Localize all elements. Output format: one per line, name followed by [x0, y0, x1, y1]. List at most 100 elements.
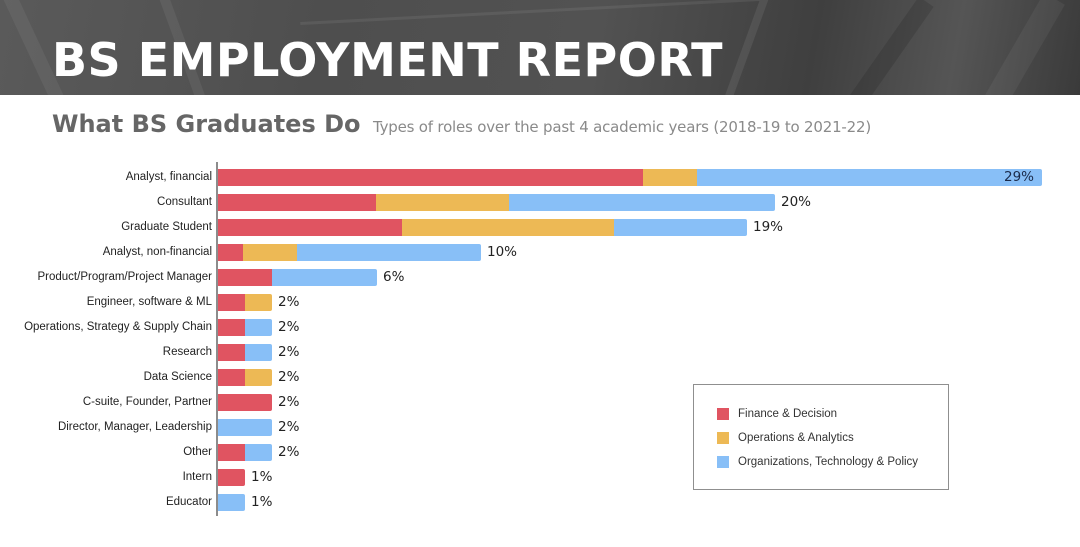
- legend-label: Operations & Analytics: [738, 432, 854, 444]
- legend-item-operations-analytics: Operations & Analytics: [717, 431, 854, 445]
- legend-label: Organizations, Technology & Policy: [738, 456, 919, 468]
- category-label: Consultant: [157, 196, 212, 208]
- legend-item-organizations-technology-policy: Organizations, Technology & Policy: [717, 455, 918, 469]
- finance-decision-segment: [218, 194, 376, 211]
- finance-decision-segment: [218, 219, 402, 236]
- finance-decision-segment: [218, 344, 245, 361]
- value-label: 2%: [278, 319, 300, 335]
- report-title: BS EMPLOYMENT REPORT: [52, 33, 724, 87]
- bar-row: Director, Manager, Leadership 2%: [0, 419, 1080, 436]
- finance-decision-segment: [218, 169, 643, 186]
- organizations-technology-policy-segment: [218, 494, 245, 511]
- value-label: 29%: [1004, 169, 1035, 185]
- value-label: 19%: [753, 219, 784, 235]
- bar-row: Research 2%: [0, 344, 1080, 361]
- organizations-technology-policy-segment: [614, 219, 747, 236]
- category-label: Other: [183, 446, 212, 458]
- organizations-technology-policy-segment: [272, 269, 377, 286]
- organizations-technology-policy-segment: [245, 444, 272, 461]
- chart-legend: Finance & Decision Operations & Analytic…: [693, 384, 949, 490]
- stacked-bar: [218, 294, 272, 311]
- legend-item-finance-decision: Finance & Decision: [717, 407, 837, 421]
- value-label: 6%: [383, 269, 405, 285]
- stacked-bar: [218, 419, 272, 436]
- organizations-technology-policy-segment: [218, 419, 272, 436]
- category-label: Director, Manager, Leadership: [57, 421, 212, 433]
- legend-swatch-red: [717, 408, 729, 420]
- stacked-bar: [218, 494, 245, 511]
- finance-decision-segment: [218, 319, 245, 336]
- bar-row: C-suite, Founder, Partner 2%: [0, 394, 1080, 411]
- organizations-technology-policy-segment: [245, 319, 272, 336]
- bar-row: Engineer, software & ML 2%: [0, 294, 1080, 311]
- value-label: 2%: [278, 344, 300, 360]
- operations-analytics-segment: [643, 169, 697, 186]
- chart-title: What BS Graduates Do: [52, 110, 361, 138]
- category-label: Analyst, non-financial: [102, 246, 212, 258]
- category-label: Operations, Strategy & Supply Chain: [24, 321, 212, 333]
- category-label: Intern: [182, 471, 212, 483]
- stacked-bar: [218, 169, 1042, 186]
- banner-decoration: [979, 0, 1065, 95]
- chart-subtitle: Types of roles over the past 4 academic …: [372, 118, 871, 136]
- value-label: 20%: [781, 194, 812, 210]
- legend-label: Finance & Decision: [738, 408, 838, 420]
- stacked-bar: [218, 319, 272, 336]
- bar-row: Intern 1%: [0, 469, 1080, 486]
- bar-row: Consultant 20%: [0, 194, 1080, 211]
- chart-heading: What BS Graduates Do Types of roles over…: [52, 110, 871, 138]
- bar-row: Operations, Strategy & Supply Chain 2%: [0, 319, 1080, 336]
- finance-decision-segment: [218, 369, 245, 386]
- banner-decoration: [300, 0, 760, 26]
- banner-decoration: [844, 0, 934, 95]
- category-label: Educator: [165, 496, 212, 508]
- stacked-bar: [218, 369, 272, 386]
- legend-swatch-blue: [717, 456, 729, 468]
- organizations-technology-policy-segment: [697, 169, 1042, 186]
- stacked-bar: [218, 219, 747, 236]
- finance-decision-segment: [218, 244, 243, 261]
- stacked-bar: [218, 394, 272, 411]
- value-label: 2%: [278, 369, 300, 385]
- organizations-technology-policy-segment: [509, 194, 775, 211]
- stacked-bar: [218, 269, 377, 286]
- operations-analytics-segment: [245, 369, 272, 386]
- bar-row: Product/Program/Project Manager 6%: [0, 269, 1080, 286]
- operations-analytics-segment: [243, 244, 297, 261]
- bar-row: Data Science 2%: [0, 369, 1080, 386]
- stacked-bar: [218, 444, 272, 461]
- finance-decision-segment: [218, 269, 272, 286]
- value-label: 1%: [251, 494, 273, 510]
- stacked-bar: [218, 469, 245, 486]
- header-banner: BS EMPLOYMENT REPORT: [0, 0, 1080, 95]
- operations-analytics-segment: [402, 219, 614, 236]
- operations-analytics-segment: [376, 194, 509, 211]
- category-label: C-suite, Founder, Partner: [82, 396, 212, 408]
- bar-row: Other 2%: [0, 444, 1080, 461]
- value-label: 2%: [278, 394, 300, 410]
- value-label: 2%: [278, 444, 300, 460]
- organizations-technology-policy-segment: [297, 244, 481, 261]
- category-label: Research: [162, 346, 212, 358]
- category-label: Analyst, financial: [125, 171, 212, 183]
- y-axis-line: [216, 162, 218, 516]
- finance-decision-segment: [218, 294, 245, 311]
- bar-row: Analyst, financial 29%: [0, 169, 1080, 186]
- value-label: 2%: [278, 419, 300, 435]
- banner-decoration: [718, 0, 770, 95]
- legend-swatch-orange: [717, 432, 729, 444]
- bar-row: Graduate Student 19%: [0, 219, 1080, 236]
- value-label: 1%: [251, 469, 273, 485]
- category-label: Data Science: [143, 371, 212, 383]
- value-label: 2%: [278, 294, 300, 310]
- category-label: Product/Program/Project Manager: [37, 271, 213, 283]
- bar-row: Educator 1%: [0, 494, 1080, 511]
- category-label: Engineer, software & ML: [86, 296, 212, 308]
- stacked-bar: [218, 344, 272, 361]
- finance-decision-segment: [218, 469, 245, 486]
- category-label: Graduate Student: [121, 221, 212, 233]
- finance-decision-segment: [218, 444, 245, 461]
- finance-decision-segment: [218, 394, 272, 411]
- organizations-technology-policy-segment: [245, 344, 272, 361]
- operations-analytics-segment: [245, 294, 272, 311]
